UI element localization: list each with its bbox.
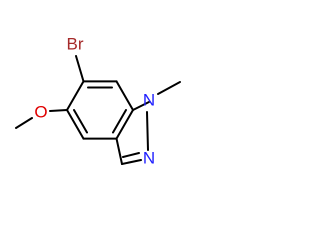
atom-label: N — [143, 148, 155, 167]
bonds — [15, 55, 181, 165]
atom-label: N — [143, 90, 155, 109]
bond — [75, 55, 85, 83]
double-bond — [112, 109, 127, 134]
bond — [66, 80, 85, 111]
bond — [115, 137, 123, 165]
molecule-diagram: Br O N N — [15, 34, 181, 168]
bond — [115, 109, 134, 140]
bond — [15, 117, 33, 129]
bond — [115, 80, 134, 111]
bond — [132, 101, 150, 111]
bond — [157, 81, 181, 95]
atom-label: O — [34, 102, 47, 121]
bond — [146, 111, 149, 151]
double-bond — [73, 109, 88, 134]
double-bond — [122, 152, 140, 158]
atom-label: Br — [67, 34, 84, 53]
bond — [49, 109, 68, 112]
bond — [121, 159, 142, 165]
bond — [66, 109, 85, 140]
